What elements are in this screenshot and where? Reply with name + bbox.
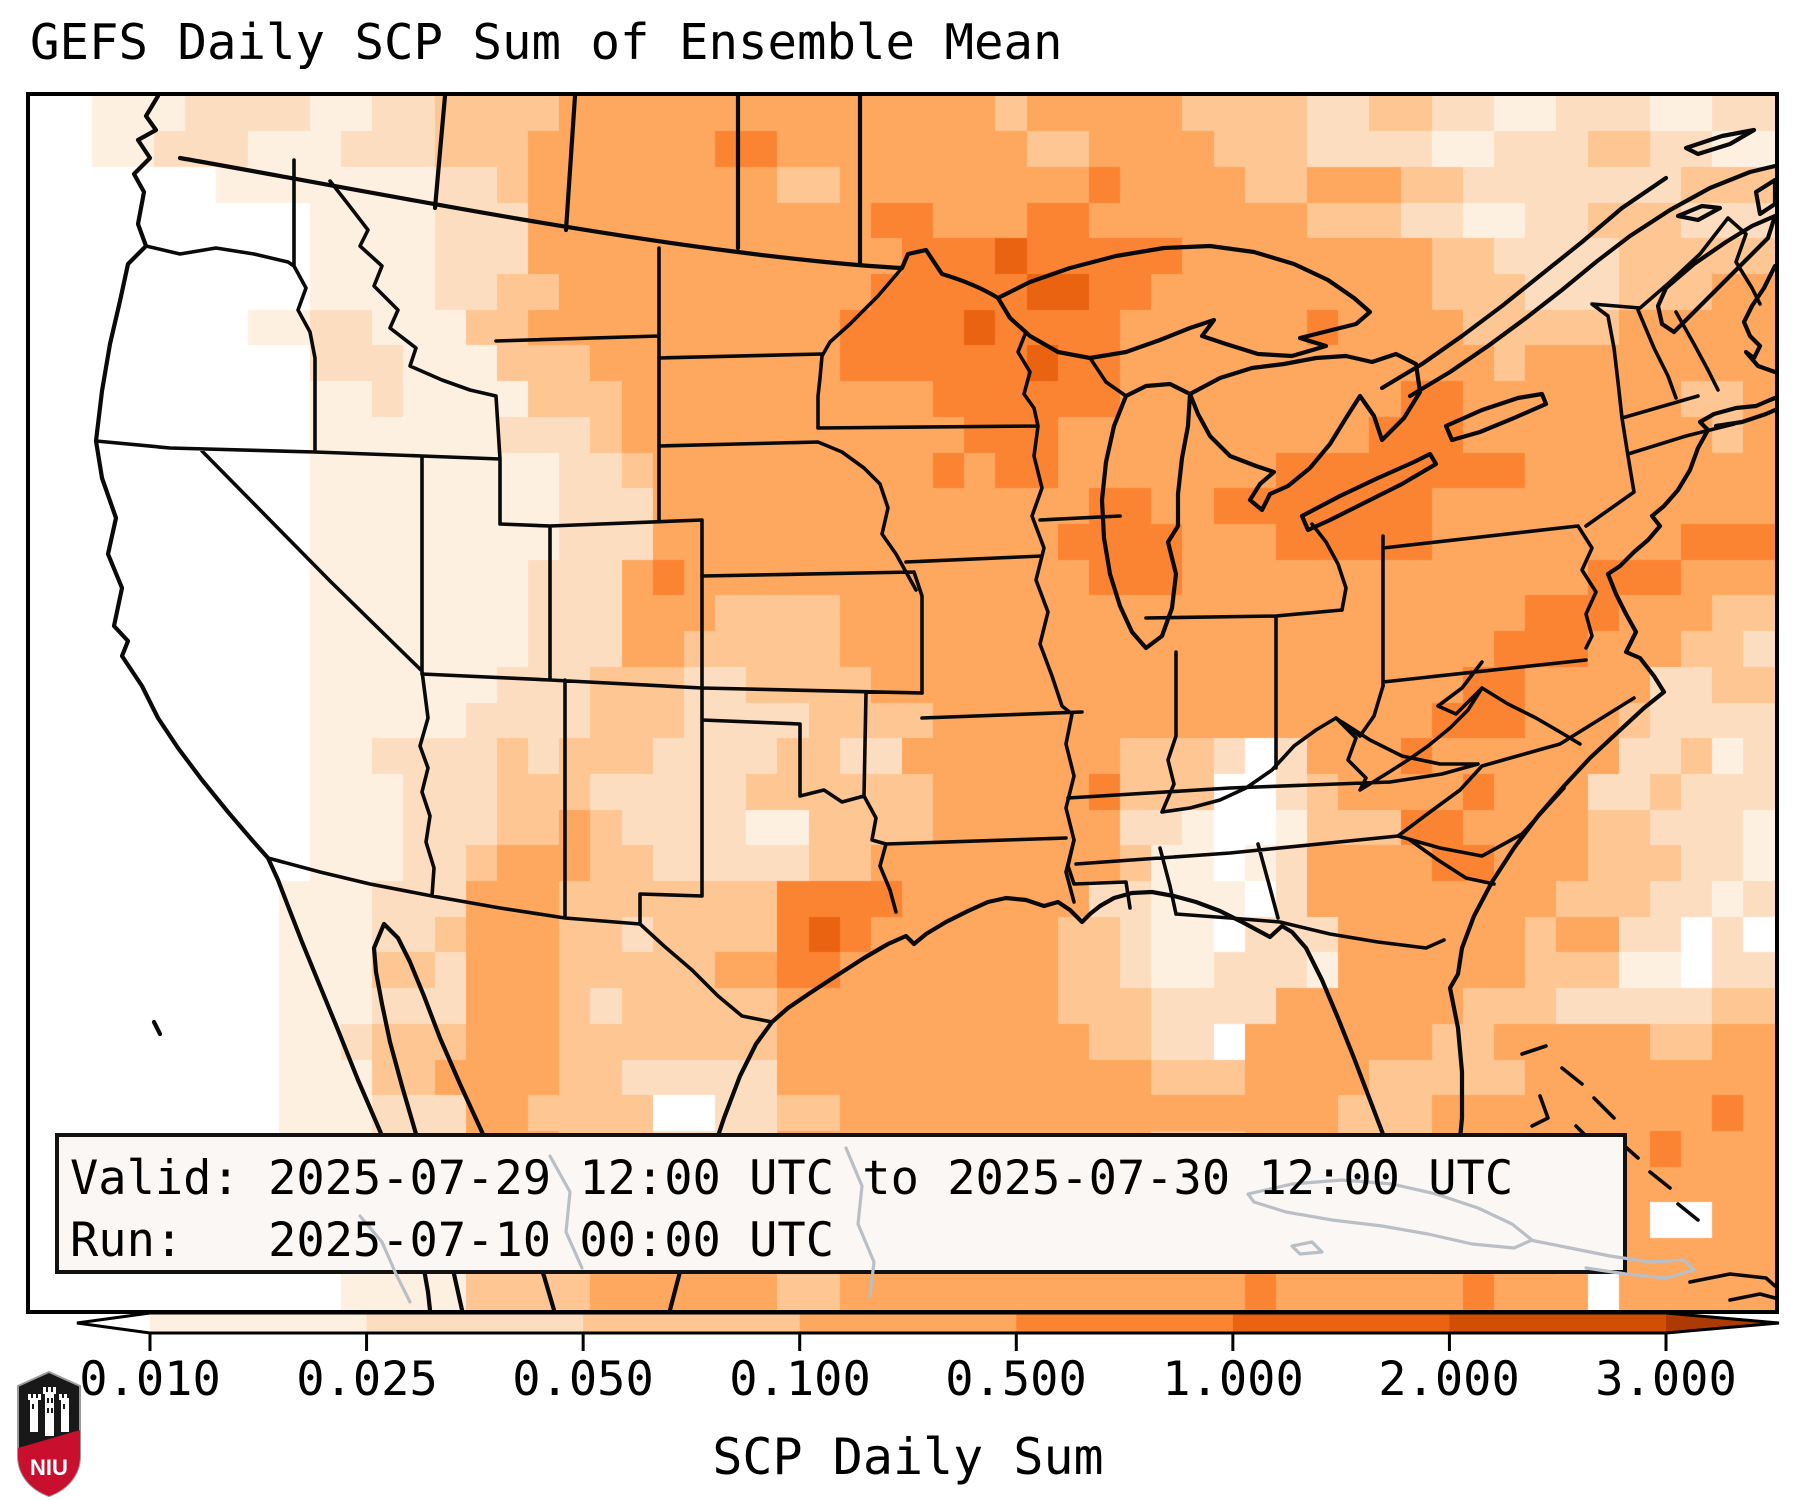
map-raster <box>30 96 1775 1310</box>
plot-title: GEFS Daily SCP Sum of Ensemble Mean <box>30 14 1063 71</box>
pacific-coastline <box>93 96 433 1310</box>
lake-superior <box>995 243 1373 361</box>
colorbar-tick-label: 0.010 <box>79 1352 221 1407</box>
lake-ontario <box>1443 391 1549 443</box>
canada-border-line <box>177 155 1001 301</box>
colorbar-body <box>76 1311 1780 1351</box>
colorbar-tick-label: 3.000 <box>1595 1352 1737 1407</box>
valid-line: Valid: 2025-07-29 12:00 UTC to 2025-07-3… <box>70 1151 1514 1206</box>
niu-logo-text: NIU <box>30 1455 68 1480</box>
lake-michigan <box>1099 381 1193 651</box>
colorbar-tick-labels: 0.010 0.025 0.050 0.100 0.500 1.000 2.00… <box>0 1352 1803 1412</box>
province-borders <box>432 96 863 267</box>
shield-red-band <box>18 1430 80 1496</box>
colorbar-tick-label: 0.500 <box>945 1352 1087 1407</box>
colorbar <box>76 1311 1780 1351</box>
colorbar-tick-label: 0.050 <box>512 1352 654 1407</box>
antilles-coastline <box>1688 1272 1775 1302</box>
state-borders-plains <box>657 266 1385 904</box>
new-england-coastline <box>1741 263 1775 375</box>
lake-huron <box>1187 351 1423 513</box>
st-lawrence-river <box>1379 163 1775 399</box>
colorbar-tick-label: 1.000 <box>1162 1352 1304 1407</box>
colorbar-tick-label: 2.000 <box>1378 1352 1520 1407</box>
info-box-text: Valid: 2025-07-29 12:00 UTC to 2025-07-3… <box>70 1148 1513 1272</box>
colorbar-tick-label: 0.025 <box>296 1352 438 1407</box>
maritimes-coastline <box>1655 127 1775 335</box>
castle-icon <box>28 1387 69 1436</box>
colorbar-tick-label: 0.100 <box>729 1352 871 1407</box>
state-borders-svg <box>93 96 1775 1310</box>
state-borders-west <box>94 158 924 1024</box>
state-borders-east <box>1066 216 1762 950</box>
guadalupe-island <box>151 1019 163 1037</box>
lake-erie <box>1299 451 1439 533</box>
colorbar-title: SCP Daily Sum <box>712 1428 1104 1486</box>
niu-logo: NIU <box>17 1370 81 1498</box>
map-frame: Valid: 2025-07-29 12:00 UTC to 2025-07-3… <box>26 92 1779 1314</box>
run-line: Run: 2025-07-10 00:00 UTC <box>70 1213 835 1268</box>
castle-windows <box>32 1398 65 1413</box>
